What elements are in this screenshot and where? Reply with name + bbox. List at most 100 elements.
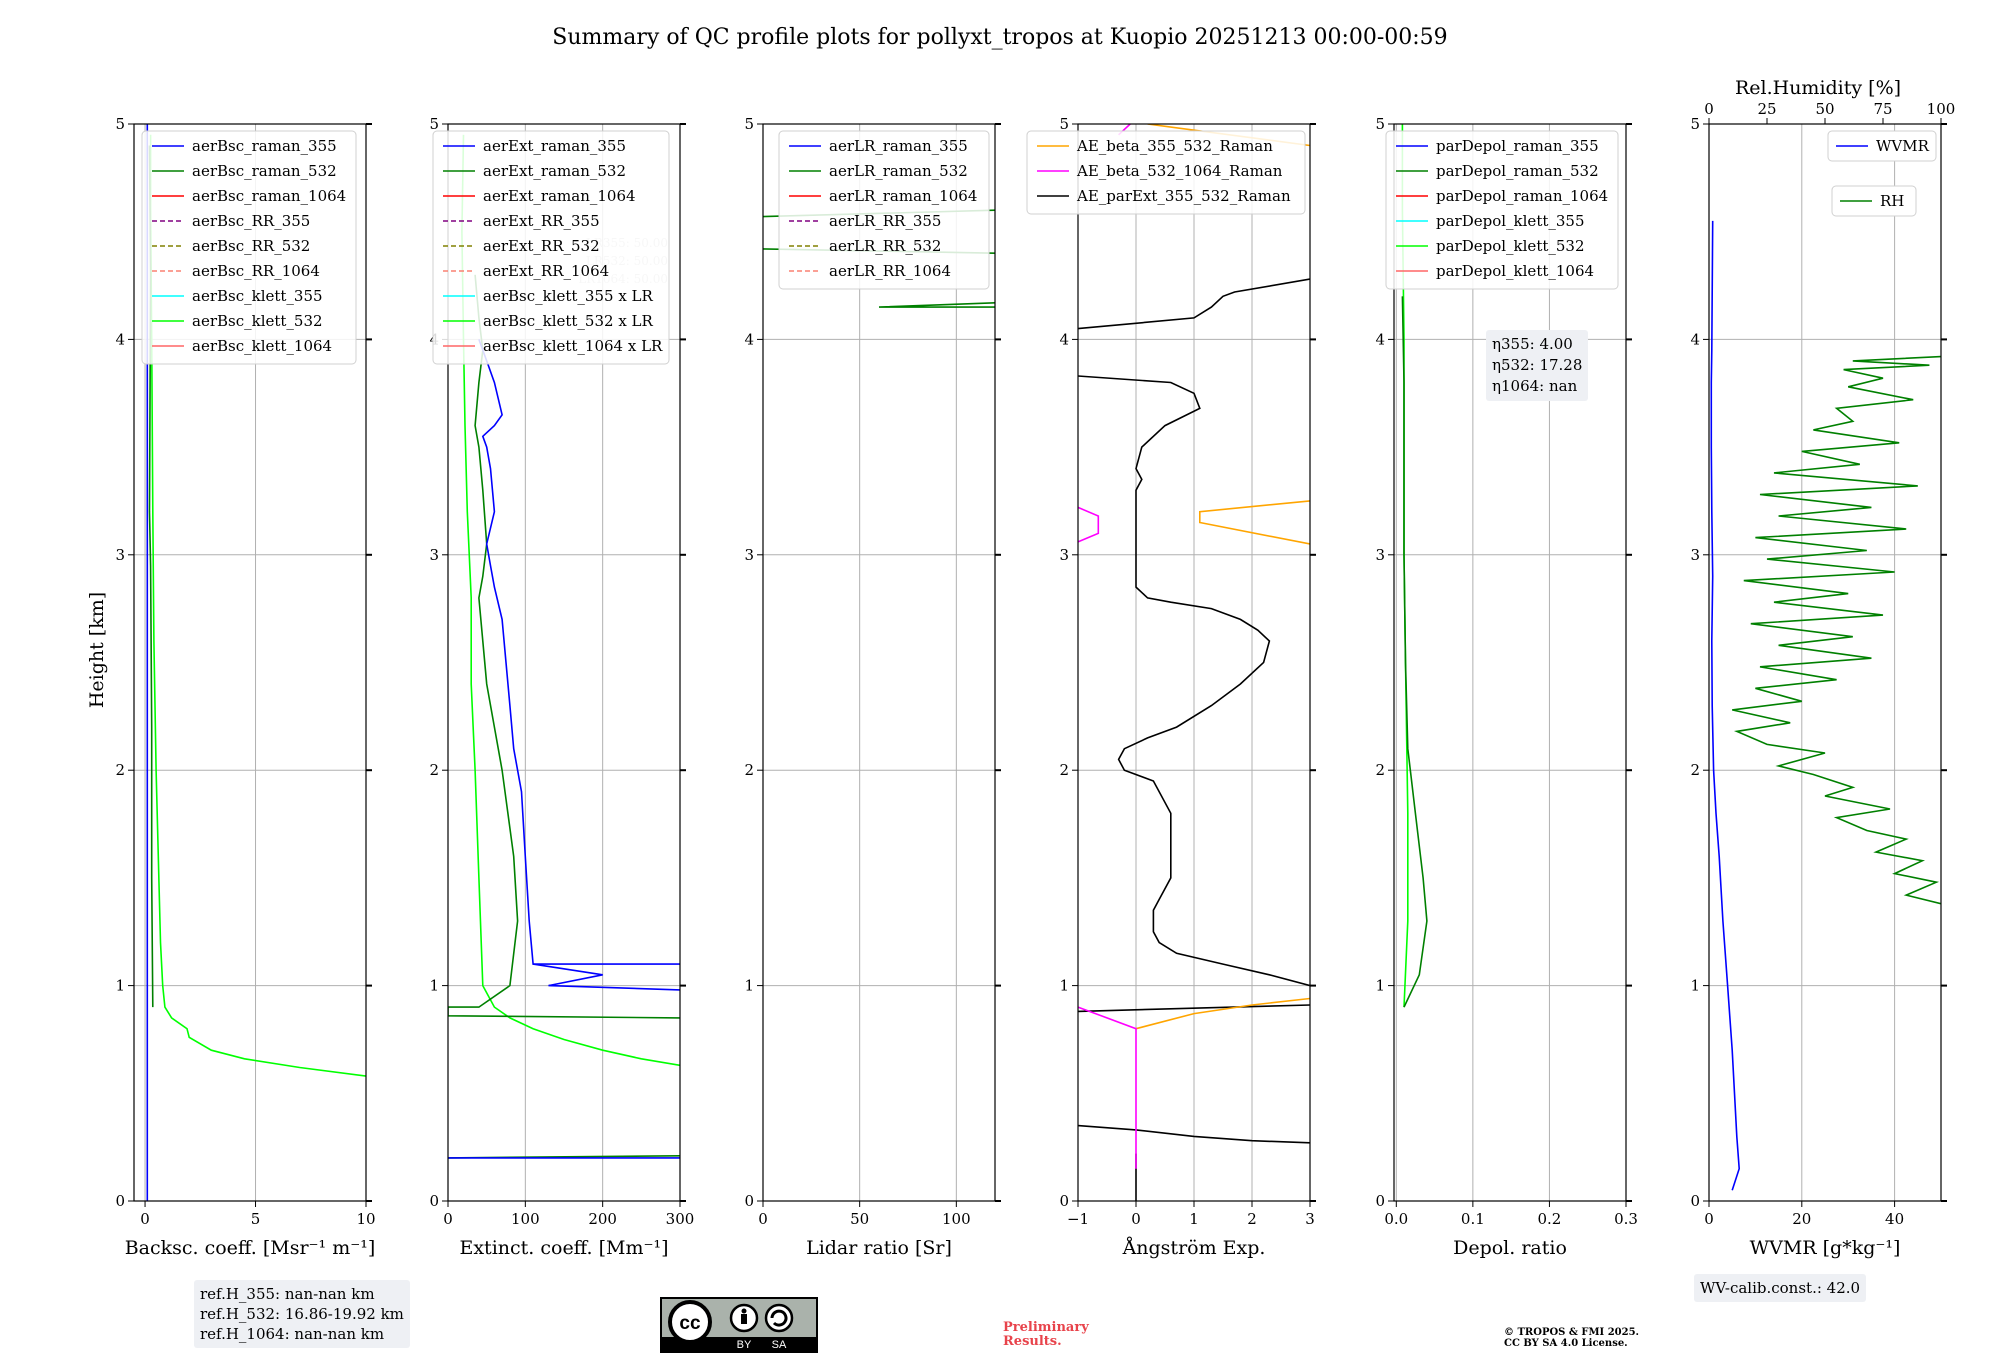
legend-label: aerExt_RR_532 <box>483 237 600 255</box>
series-line-AE_parExt_355_532_Raman <box>1078 1004 1310 1013</box>
series-line-aerExt_raman_532 <box>448 274 680 1019</box>
preliminary-line-2: Results. <box>1003 1334 1062 1349</box>
x-tick-label: 100 <box>942 1210 971 1228</box>
legend-label: aerBsc_klett_532 x LR <box>483 312 654 330</box>
x-axis-label: Depol. ratio <box>1453 1237 1567 1259</box>
y-axis-label: Height [km] <box>86 592 108 708</box>
y-tick-label: 2 <box>1375 761 1385 779</box>
y-tick-label: 3 <box>744 546 754 564</box>
y-tick-label: 3 <box>429 546 439 564</box>
figure-title: Summary of QC profile plots for pollyxt_… <box>552 25 1447 50</box>
y-tick-label: 3 <box>1059 546 1069 564</box>
legend-label: aerLR_raman_532 <box>829 162 968 180</box>
eta-355: η355: 4.00 <box>1492 335 1573 353</box>
y-tick-label: 2 <box>115 761 125 779</box>
y-tick-label: 1 <box>115 977 125 995</box>
axes-frame <box>1393 123 1627 1202</box>
series-line-AE_parExt_355_532_Raman <box>1078 1124 1310 1144</box>
x-axis-label: Extinct. coeff. [Mm⁻¹] <box>459 1237 668 1259</box>
y-tick-label: 2 <box>744 761 754 779</box>
legend-box <box>432 130 670 365</box>
legend-label: AE_parExt_355_532_Raman <box>1076 187 1291 205</box>
top-x-tick-label: 0 <box>1704 100 1714 118</box>
series-line-aerBsc_klett_532 x LR <box>461 134 680 1067</box>
ref-height-box: ref.H_355: nan-nan km ref.H_532: 16.86-1… <box>194 1280 410 1348</box>
series-line-AE_beta_532_1064_Raman <box>1078 506 1100 543</box>
series-group <box>1710 220 1941 1191</box>
x-tick-label: 0 <box>140 1210 150 1228</box>
legend-label: parDepol_raman_532 <box>1436 162 1599 180</box>
legend-label: aerBsc_klett_532 <box>192 312 323 330</box>
panel-bsc: 0 5 10 0 1 2 3 4 5 Backsc. coeff. [Msr⁻¹ m⁻¹] aerB… <box>115 115 375 1259</box>
axes-frame <box>447 123 681 1202</box>
legend: AE_beta_355_532_Raman AE_beta_532_1064_Ra… <box>1026 130 1306 215</box>
ref-height-532: ref.H_532: 16.86-19.92 km <box>200 1305 404 1323</box>
legend-label: aerBsc_RR_1064 <box>192 262 320 280</box>
x-axis-label: Backsc. coeff. [Msr⁻¹ m⁻¹] <box>125 1237 376 1259</box>
legend-box <box>141 130 357 365</box>
x-tick-label: 3 <box>1305 1210 1315 1228</box>
legend-label: aerBsc_klett_355 x LR <box>483 287 654 305</box>
x-axis-label: WVMR [g*kg⁻¹] <box>1750 1237 1901 1259</box>
panel-ext: 0100200300012345Extinct. coeff. [Mm⁻¹]LR… <box>429 115 694 1259</box>
y-tick-label: 4 <box>115 330 125 348</box>
x-axis-label: Ångström Exp. <box>1122 1237 1266 1259</box>
series-line-AE_parExt_355_532_Raman <box>1078 278 1310 330</box>
legend: aerBsc_raman_355 aerBsc_raman_532 aerBsc_r… <box>141 130 357 365</box>
y-tick-label: 1 <box>1059 977 1069 995</box>
legend-label: aerExt_raman_532 <box>483 162 626 180</box>
series-line-AE_parExt_355_532_Raman <box>1078 375 1310 987</box>
legend-box <box>1831 185 1917 217</box>
legend-label: aerLR_RR_355 <box>829 212 941 230</box>
legend-label: aerLR_RR_1064 <box>829 262 951 280</box>
legend-label: aerBsc_raman_532 <box>192 162 337 180</box>
y-tick-label: 1 <box>429 977 439 995</box>
copyright-note: © TROPOS & FMI 2025. CC BY SA 4.0 Licens… <box>1504 1327 1639 1349</box>
legend-label: parDepol_klett_355 <box>1436 212 1585 230</box>
series-line-aerBsc_klett_532 <box>149 134 366 1077</box>
x-tick-label: 10 <box>356 1210 375 1228</box>
sa-label: SA <box>772 1339 787 1351</box>
copyright-line-2: CC BY SA 4.0 License. <box>1504 1338 1628 1349</box>
x-tick-label: 1 <box>1189 1210 1199 1228</box>
y-tick-label: 1 <box>744 977 754 995</box>
legend-label: parDepol_raman_1064 <box>1436 187 1608 205</box>
series-line-AE_beta_355_532_Raman <box>1135 997 1310 1030</box>
series-group <box>448 134 680 1159</box>
x-tick-label: 300 <box>666 1210 695 1228</box>
top-x-tick-label: 25 <box>1757 100 1776 118</box>
by-label: BY <box>737 1339 752 1351</box>
y-tick-label: 5 <box>115 115 125 133</box>
y-tick-label: 2 <box>1059 761 1069 779</box>
series-line-parDepol_raman_532 <box>1401 296 1428 1008</box>
y-tick-label: 2 <box>429 761 439 779</box>
legend-box <box>1385 130 1619 290</box>
y-tick-label: 0 <box>1375 1192 1385 1210</box>
legend-label: aerBsc_klett_1064 x LR <box>483 337 663 355</box>
legend-label: aerBsc_RR_355 <box>192 212 310 230</box>
legend-label: RH <box>1880 192 1904 210</box>
legend-label: aerBsc_klett_1064 <box>192 337 332 355</box>
ref-height-355: ref.H_355: nan-nan km <box>200 1285 375 1303</box>
legend-label: WVMR <box>1876 137 1930 155</box>
x-tick-label: 0 <box>1131 1210 1141 1228</box>
x-tick-label: 0 <box>443 1210 453 1228</box>
legend-RH: RH <box>1831 185 1917 217</box>
panel-lr: 0 50 100 0 1 2 3 4 5 Lidar ratio [Sr] aerLR_raman_… <box>744 115 1001 1259</box>
legend-label: aerLR_RR_532 <box>829 237 941 255</box>
x-tick-label: 0 <box>758 1210 768 1228</box>
wv-calib-box: WV-calib.const.: 42.0 <box>1694 1274 1867 1302</box>
legend-label: aerExt_raman_355 <box>483 137 626 155</box>
series-line-aerExt_raman_355 <box>478 339 680 965</box>
x-tick-label: 2 <box>1247 1210 1257 1228</box>
legend-label: AE_beta_355_532_Raman <box>1076 137 1273 155</box>
y-tick-label: 5 <box>1690 115 1700 133</box>
legend-label: AE_beta_532_1064_Raman <box>1076 162 1283 180</box>
top-x-tick-label: 50 <box>1815 100 1834 118</box>
ref-height-1064: ref.H_1064: nan-nan km <box>200 1325 385 1343</box>
cc-icon <box>668 1300 712 1344</box>
y-tick-label: 1 <box>1375 977 1385 995</box>
